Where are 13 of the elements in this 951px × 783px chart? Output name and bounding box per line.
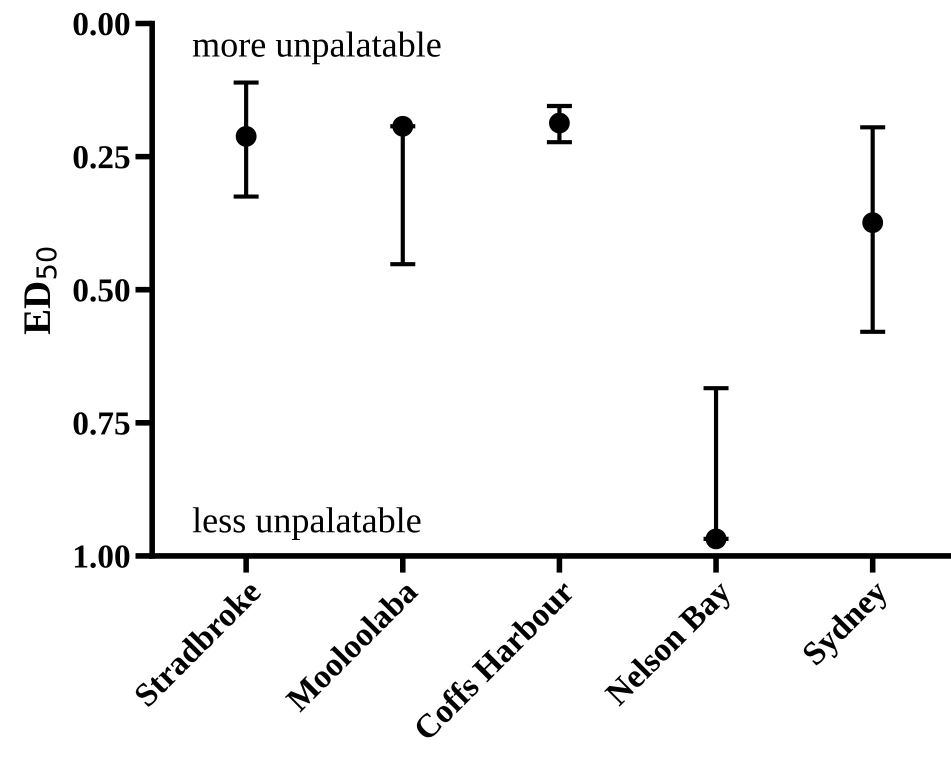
y-tick-label: 1.00	[74, 545, 130, 568]
point	[862, 212, 884, 234]
annotation: less unpalatable	[192, 507, 420, 540]
y-tick-label: 0.75	[74, 412, 130, 435]
y-tick-label: 0.00	[74, 12, 130, 36]
annotation: more unpalatable	[192, 31, 441, 64]
point	[236, 126, 257, 147]
point	[706, 528, 726, 550]
y-axis-title: ED$_{50}$	[24, 248, 57, 334]
y-tick-label: 0.50	[74, 279, 130, 302]
point	[392, 116, 414, 137]
y-tick-label: 0.25	[74, 146, 130, 169]
point	[548, 112, 570, 134]
